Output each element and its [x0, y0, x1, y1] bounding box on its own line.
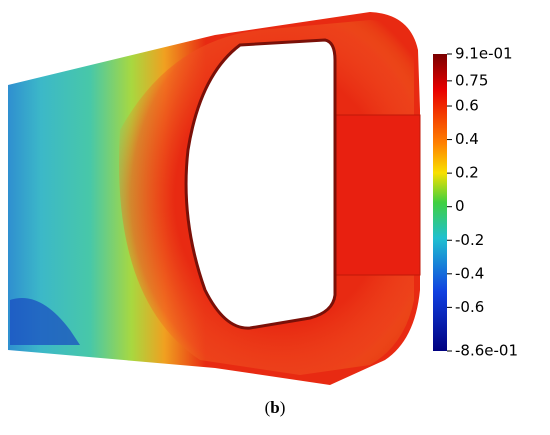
tick-label: -0.4 — [455, 264, 484, 282]
caption-close: ) — [279, 398, 286, 417]
tick-label: 0.4 — [455, 130, 479, 148]
tick-label: -8.6e-01 — [455, 342, 518, 360]
tick-label: -0.2 — [455, 231, 484, 249]
colorbar — [433, 54, 447, 351]
tick-label: 0.6 — [455, 97, 479, 115]
caption-open: ( — [264, 398, 271, 417]
tick-label: 9.1e-01 — [455, 45, 513, 63]
tick-label: 0.75 — [455, 71, 488, 89]
caption-letter: b — [270, 398, 280, 417]
cool-left — [10, 298, 80, 345]
hole — [184, 38, 337, 330]
caption: (b) — [0, 398, 550, 418]
tick-label: -0.6 — [455, 298, 484, 316]
tick-label: 0.2 — [455, 164, 479, 182]
right-block — [329, 114, 421, 276]
contour-plot: 9.1e-01 0.75 0.6 0.4 0.2 0 -0.2 -0.4 -0.6 -8.6e-0… — [8, 12, 518, 385]
tick-label: 0 — [455, 197, 465, 215]
